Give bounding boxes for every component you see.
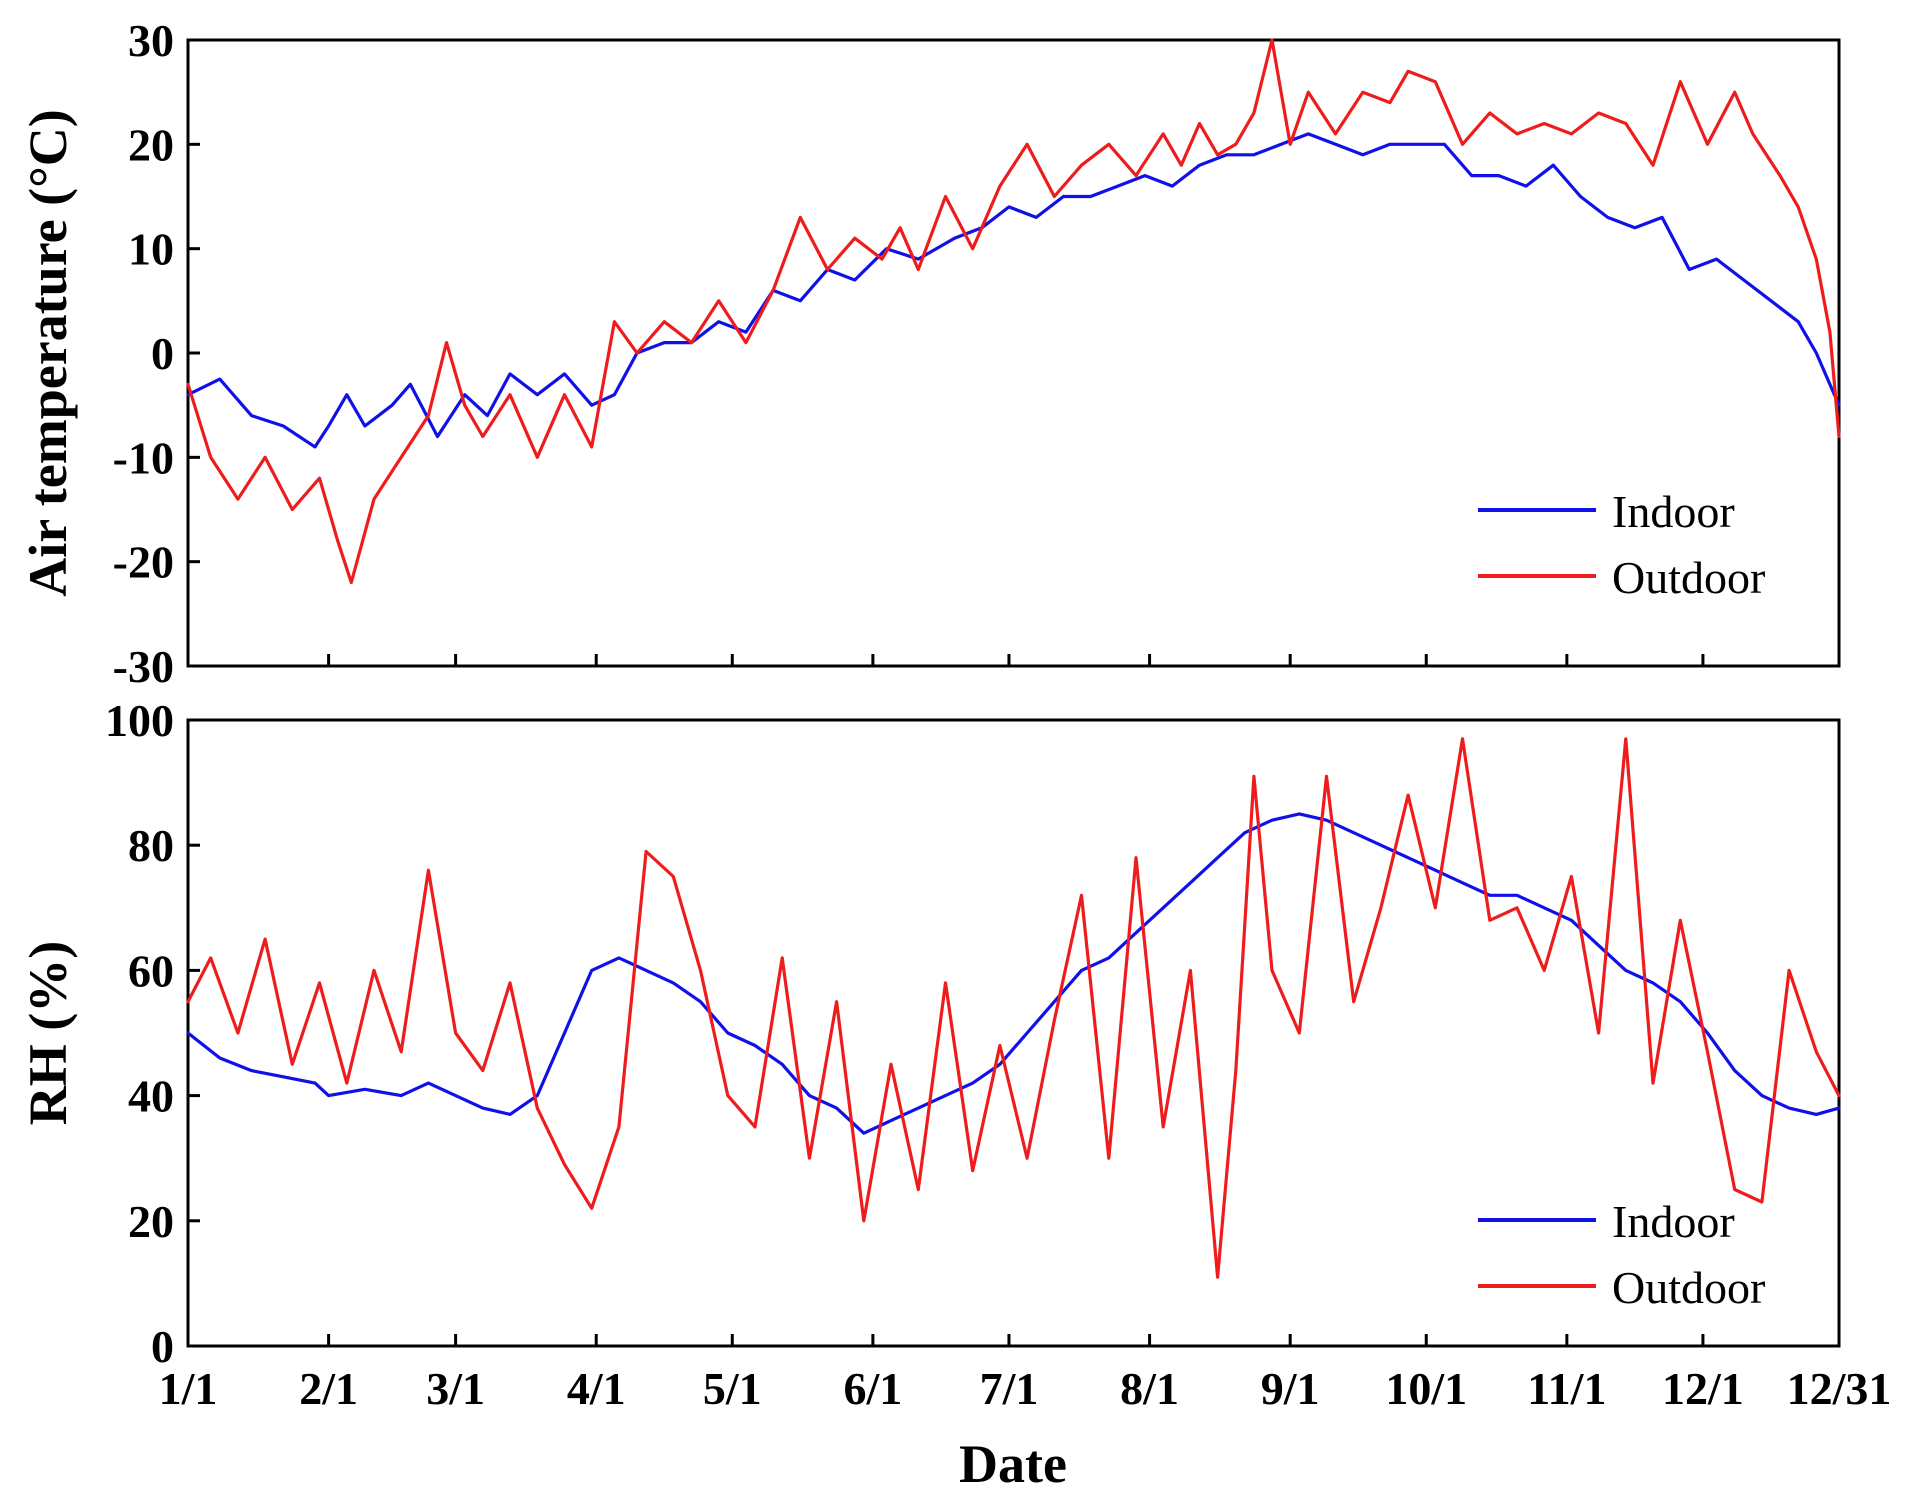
y-tick-label-100: 100: [105, 695, 174, 746]
temperature-plot-frame: [186, 38, 1841, 668]
y-tick-label-20: 20: [128, 1196, 174, 1247]
y-tick-label-80: 80: [128, 820, 174, 871]
x-tick-label-10/1: 10/1: [1385, 1363, 1467, 1414]
x-tick-label-11/1: 11/1: [1527, 1363, 1606, 1414]
y-tick-label-20: 20: [128, 119, 174, 170]
x-axis-label: Date: [959, 1434, 1067, 1494]
temperature-legend: Indoor Outdoor: [1478, 486, 1765, 603]
rh-outdoor-line: [186, 737, 1841, 1279]
x-tick-label-2/1: 2/1: [299, 1363, 358, 1414]
x-tick-label-3/1: 3/1: [426, 1363, 485, 1414]
x-tick-label-7/1: 7/1: [980, 1363, 1039, 1414]
x-tick-label-1/1: 1/1: [159, 1363, 218, 1414]
rh-legend-indoor-label: Indoor: [1612, 1196, 1735, 1247]
rh-y-axis-label: RH (%): [18, 941, 78, 1125]
rh-y-axis: 0 20 40 60 80 100: [105, 695, 200, 1372]
rh-legend-outdoor-label: Outdoor: [1612, 1262, 1765, 1313]
temperature-y-axis-label: Air temperature (°C): [18, 109, 78, 596]
temperature-y-axis: -30 -20 -10 0 10 20 30: [113, 15, 200, 692]
rh-indoor-line: [186, 812, 1841, 1135]
x-tick-label-12/31: 12/31: [1787, 1363, 1892, 1414]
y-tick-label-60: 60: [128, 945, 174, 996]
rh-x-axis: 1/1 2/1 3/1 4/1 5/1 6/1 7/1 8/1 9/1 10/1 11/1 12/1 1…: [159, 1334, 1892, 1414]
x-tick-label-6/1: 6/1: [844, 1363, 903, 1414]
rh-panel: 0 20 40 60 80 100 1/1 2/1 3/1 4/1 5/1 6/1 7/1 8/1 9/1…: [18, 695, 1891, 1494]
temperature-indoor-line: [186, 132, 1841, 449]
rh-legend: Indoor Outdoor: [1478, 1196, 1765, 1313]
x-tick-label-9/1: 9/1: [1261, 1363, 1320, 1414]
temperature-outdoor-line: [186, 38, 1841, 585]
y-tick-label-40: 40: [128, 1071, 174, 1122]
x-tick-label-8/1: 8/1: [1120, 1363, 1179, 1414]
x-tick-label-5/1: 5/1: [703, 1363, 762, 1414]
temperature-panel: -30 -20 -10 0 10 20 30 Air temperature (°C) In…: [18, 15, 1841, 692]
x-tick-label-12/1: 12/1: [1662, 1363, 1744, 1414]
temperature-legend-indoor-label: Indoor: [1612, 486, 1735, 537]
y-tick-label-30: 30: [128, 15, 174, 66]
y-tick-label-0: 0: [151, 1321, 174, 1372]
y-tick-label-0: 0: [151, 328, 174, 379]
temperature-legend-outdoor-label: Outdoor: [1612, 552, 1765, 603]
y-tick-label--20: -20: [113, 537, 174, 588]
rh-plot-frame: [186, 718, 1841, 1348]
y-tick-label--10: -10: [113, 432, 174, 483]
y-tick-label--30: -30: [113, 641, 174, 692]
x-tick-label-4/1: 4/1: [567, 1363, 626, 1414]
temperature-x-ticks: [186, 654, 1841, 666]
y-tick-label-10: 10: [128, 224, 174, 275]
